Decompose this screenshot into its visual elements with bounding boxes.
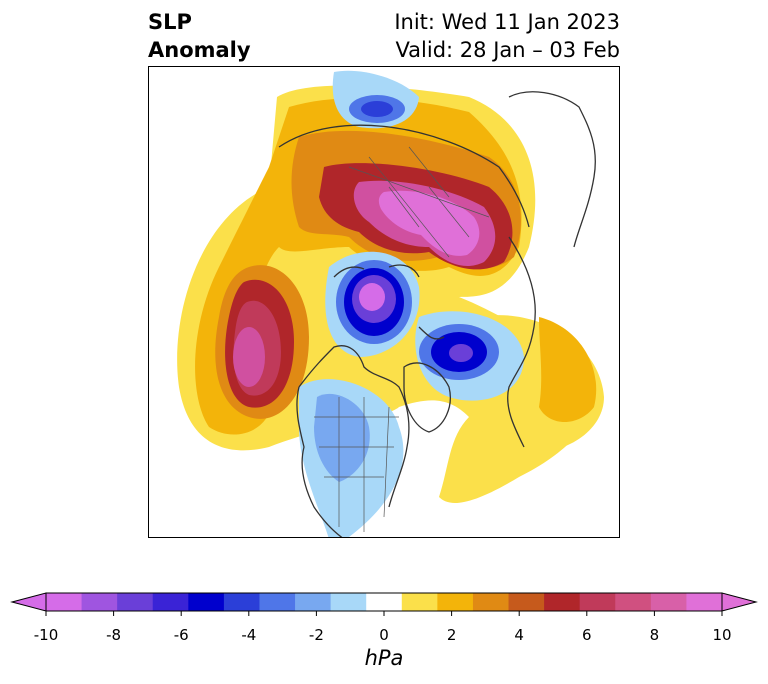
borders-north-america	[314, 397, 399, 532]
colorbar-segment	[259, 593, 296, 611]
colorbar-extend-high	[721, 592, 758, 612]
colorbar-tick-label: -2	[308, 626, 324, 644]
colorbar-segment	[366, 593, 403, 611]
colorbar-tick-label: -6	[173, 626, 189, 644]
colorbar-tick-label: -4	[241, 626, 257, 644]
colorbar-tick-label: -8	[106, 626, 122, 644]
colorbar-segment	[579, 593, 616, 611]
colorbar-segment	[223, 593, 260, 611]
valid-range: Valid: 28 Jan – 03 Feb	[395, 38, 620, 62]
colorbar-segment	[188, 593, 225, 611]
colorbar-extend-low	[10, 592, 47, 612]
colorbar-segment	[615, 593, 652, 611]
colorbar-tick-label: 10	[712, 626, 732, 644]
colorbar-tick-label: 4	[514, 626, 524, 644]
colorbar-segment	[508, 593, 545, 611]
colorbar-tick-label: 8	[649, 626, 660, 644]
colorbar-tick-label: 2	[446, 626, 457, 644]
anomaly-map	[148, 66, 620, 538]
coastline-greenland	[403, 362, 451, 433]
valid-dates: Init: Wed 11 Jan 2023 Valid: 28 Jan – 03…	[394, 8, 620, 64]
title-line-2: Anomaly	[148, 38, 251, 62]
anomaly-contour-neg8hpa-east	[449, 344, 473, 362]
coastline-north-america	[296, 345, 410, 537]
colorbar-segment	[46, 593, 83, 611]
colorbar-tick-label: 0	[379, 626, 389, 644]
coastline-europe-east	[508, 91, 596, 248]
colorbar-units: hPa	[364, 646, 404, 670]
borders-asia	[348, 146, 490, 258]
coastline-arctic	[333, 264, 445, 340]
coastline-asia	[278, 124, 530, 228]
colorbar-segment	[472, 593, 510, 611]
negative-anomaly-shading	[299, 70, 524, 537]
colorbar-segment	[81, 593, 118, 611]
colorbar-segment	[437, 593, 474, 611]
colorbar-segment	[544, 593, 581, 611]
coastlines	[278, 91, 596, 537]
colorbar	[10, 592, 758, 616]
title-line-1: SLP	[148, 10, 192, 34]
colorbar-segment	[117, 593, 154, 611]
coastline-europe	[507, 236, 536, 448]
positive-anomaly-shading	[177, 85, 604, 503]
anomaly-contour-3hpa-east	[539, 317, 597, 422]
colorbar-tick-label: -10	[33, 626, 59, 644]
map-title: SLP Anomaly	[148, 8, 251, 64]
colorbar-segment	[295, 593, 332, 611]
anomaly-contour-neg6hpa-north	[361, 101, 393, 117]
anomaly-contour-neg10hpa-pole	[359, 283, 385, 311]
colorbar-ticks	[45, 611, 723, 616]
colorbar-tick-label: 6	[582, 626, 592, 644]
anomaly-contour-9hpa-west	[233, 327, 265, 387]
init-date: Init: Wed 11 Jan 2023	[394, 10, 620, 34]
map-canvas	[177, 70, 604, 537]
colorbar-segments	[46, 593, 723, 611]
colorbar-segment	[686, 593, 723, 611]
colorbar-segment	[152, 593, 189, 611]
borders	[314, 146, 490, 532]
colorbar-segment	[650, 593, 687, 611]
colorbar-segment	[401, 593, 438, 611]
anomaly-contour-neg3hpa-na	[314, 393, 370, 482]
colorbar-segment	[330, 593, 367, 611]
